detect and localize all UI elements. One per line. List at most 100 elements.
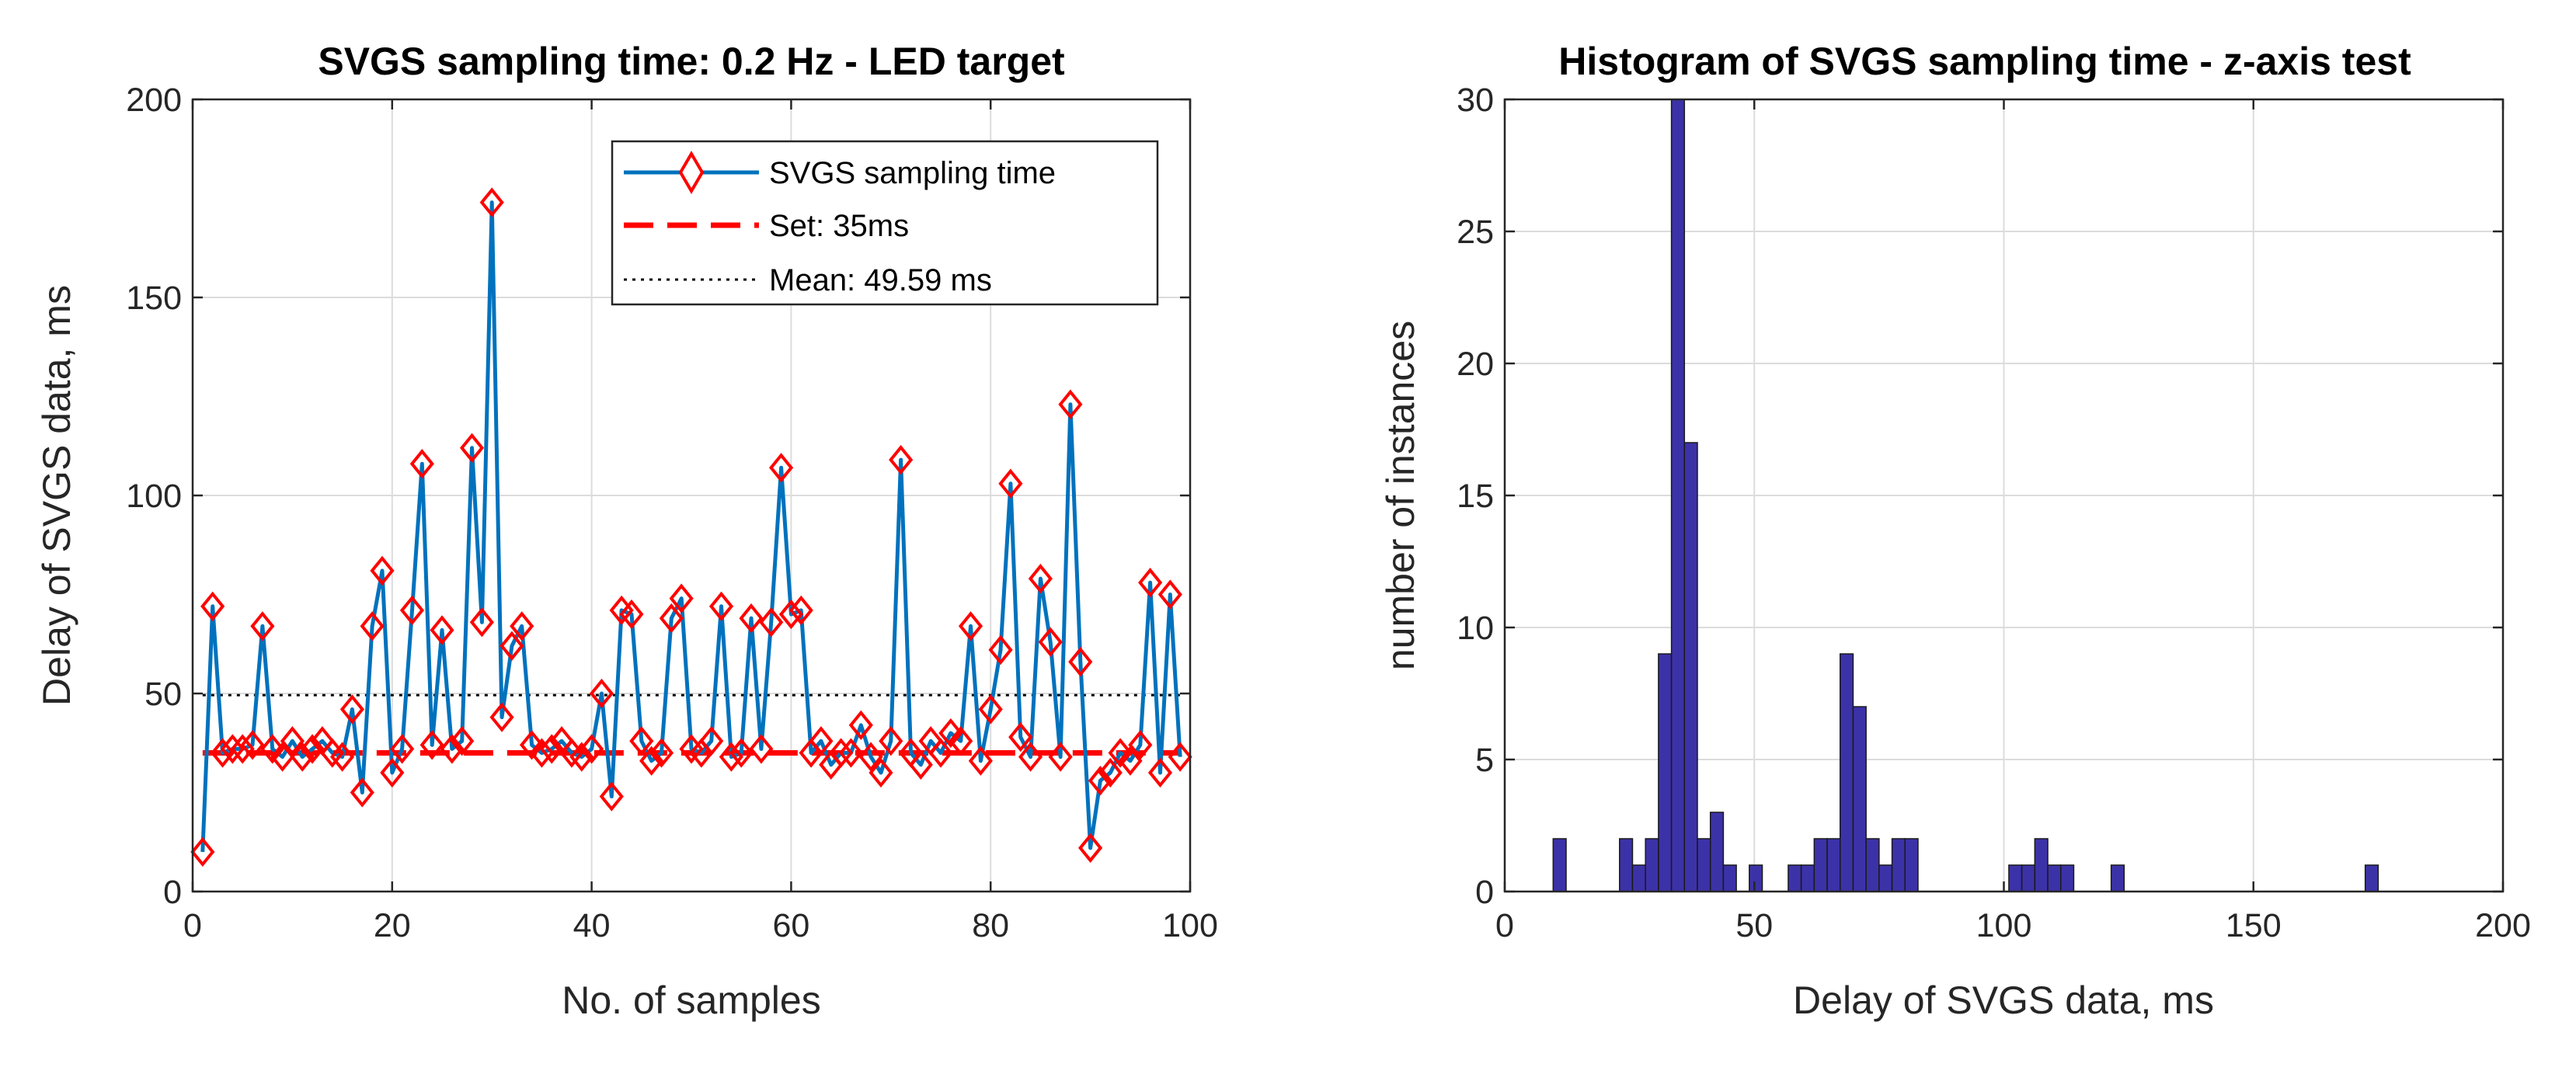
histogram-bar: [1904, 838, 1919, 892]
data-point: [430, 615, 454, 645]
data-point: [699, 726, 724, 756]
data-point: [580, 734, 604, 764]
data-point: [330, 742, 355, 772]
data-point: [260, 734, 285, 764]
legend-label-set: Set: 35ms: [769, 209, 909, 243]
data-point: [659, 603, 684, 634]
histogram-bar: [1878, 864, 1893, 892]
line-chart-y-tick-label: 50: [144, 676, 182, 713]
line-chart-x-ticks: 0 20 40 60 80 100: [183, 99, 1218, 944]
histogram-y-tick-label: 25: [1457, 214, 1494, 251]
data-point: [1108, 738, 1133, 768]
data-point: [858, 742, 883, 772]
histogram-bar: [2021, 864, 2036, 892]
histogram-bar: [1683, 442, 1698, 892]
data-point: [1147, 757, 1173, 788]
line-chart-y-tick-label: 0: [163, 874, 182, 911]
histogram-bar: [1670, 99, 1686, 892]
data-point: [419, 730, 444, 760]
data-point: [1028, 563, 1053, 594]
line-chart-x-tick-label: 80: [972, 907, 1009, 944]
data-point: [838, 738, 864, 768]
data-point: [1038, 627, 1063, 657]
histogram-bar: [1852, 706, 1867, 892]
histogram-x-tick-label: 100: [1976, 907, 2032, 944]
histogram-bar: [1722, 864, 1737, 892]
data-point: [529, 738, 554, 768]
data-point: [968, 746, 993, 776]
data-point: [949, 726, 973, 756]
histogram-y-tick-label: 5: [1475, 742, 1494, 779]
data-point: [749, 734, 774, 764]
histogram-bar: [1865, 838, 1880, 892]
data-point: [399, 595, 425, 626]
data-point: [500, 631, 524, 661]
data-point: [589, 678, 614, 709]
histogram-bar: [1891, 838, 1906, 892]
legend-entry-set: Set: 35ms: [624, 209, 909, 243]
histogram-bar: [2008, 864, 2023, 892]
data-point: [619, 599, 644, 630]
data-point: [649, 738, 674, 768]
histogram-y-tick-label: 15: [1457, 478, 1494, 515]
data-point: [479, 187, 504, 217]
data-point: [889, 444, 914, 475]
data-point: [1118, 746, 1143, 776]
data-point: [958, 611, 983, 641]
data-point: [250, 611, 275, 641]
line-chart-y-label: Delay of SVGS data, ms: [35, 285, 78, 706]
data-point: [1138, 568, 1163, 598]
data-point: [300, 734, 325, 764]
data-point: [1088, 766, 1113, 796]
histogram-x-tick-label: 0: [1495, 907, 1514, 944]
data-point: [998, 468, 1023, 499]
data-point: [788, 595, 813, 626]
data-point: [759, 607, 784, 638]
data-point: [829, 738, 854, 768]
line-chart-x-tick-label: 60: [772, 907, 809, 944]
data-point: [1157, 579, 1182, 610]
histogram-bar: [2364, 864, 2379, 892]
line-chart-y-tick-label: 150: [126, 280, 182, 317]
data-point: [390, 734, 415, 764]
histogram-bar: [1813, 838, 1828, 892]
histogram-bars: [1552, 99, 2379, 892]
data-point: [768, 453, 794, 483]
data-point: [1068, 647, 1093, 677]
data-point: [869, 757, 893, 788]
line-chart-x-tick-label: 100: [1162, 907, 1218, 944]
legend-box: [611, 140, 1159, 306]
data-point: [1078, 833, 1103, 864]
line-chart-series: [200, 200, 1182, 853]
histogram-y-label: number of instances: [1379, 321, 1422, 670]
line-chart-title: SVGS sampling time: 0.2 Hz - LED target: [318, 40, 1065, 83]
histogram-bar: [1826, 838, 1841, 892]
line-chart: SVGS sampling time: 0.2 Hz - LED target …: [35, 40, 1218, 1022]
histogram-bar: [1749, 864, 1763, 892]
data-point: [210, 738, 235, 768]
histogram-bar: [1619, 838, 1634, 892]
data-point: [469, 607, 494, 638]
data-point: [629, 726, 654, 756]
data-point: [1128, 730, 1153, 760]
histogram-x-tick-label: 50: [1735, 907, 1773, 944]
histogram-bar: [1697, 838, 1711, 892]
line-chart-y-ticks: 0 50 100 150 200: [126, 82, 1190, 911]
data-point: [1098, 757, 1123, 788]
histogram-grid: [1505, 99, 2503, 892]
data-point: [569, 742, 594, 772]
histogram-bar: [1552, 838, 1567, 892]
data-point: [669, 583, 694, 614]
data-point: [489, 702, 514, 732]
legend-entry-mean: Mean: 49.59 ms: [624, 263, 992, 297]
data-point: [988, 634, 1013, 666]
histogram-bar: [2047, 864, 2062, 892]
histogram-bar: [1631, 864, 1646, 892]
histogram-bar: [2110, 864, 2125, 892]
data-point: [510, 611, 534, 641]
histogram-bar: [2059, 864, 2075, 892]
legend-label-mean: Mean: 49.59 ms: [769, 263, 992, 297]
data-point: [1048, 742, 1073, 772]
data-point: [370, 555, 395, 586]
histogram-y-tick-label: 10: [1457, 610, 1494, 647]
